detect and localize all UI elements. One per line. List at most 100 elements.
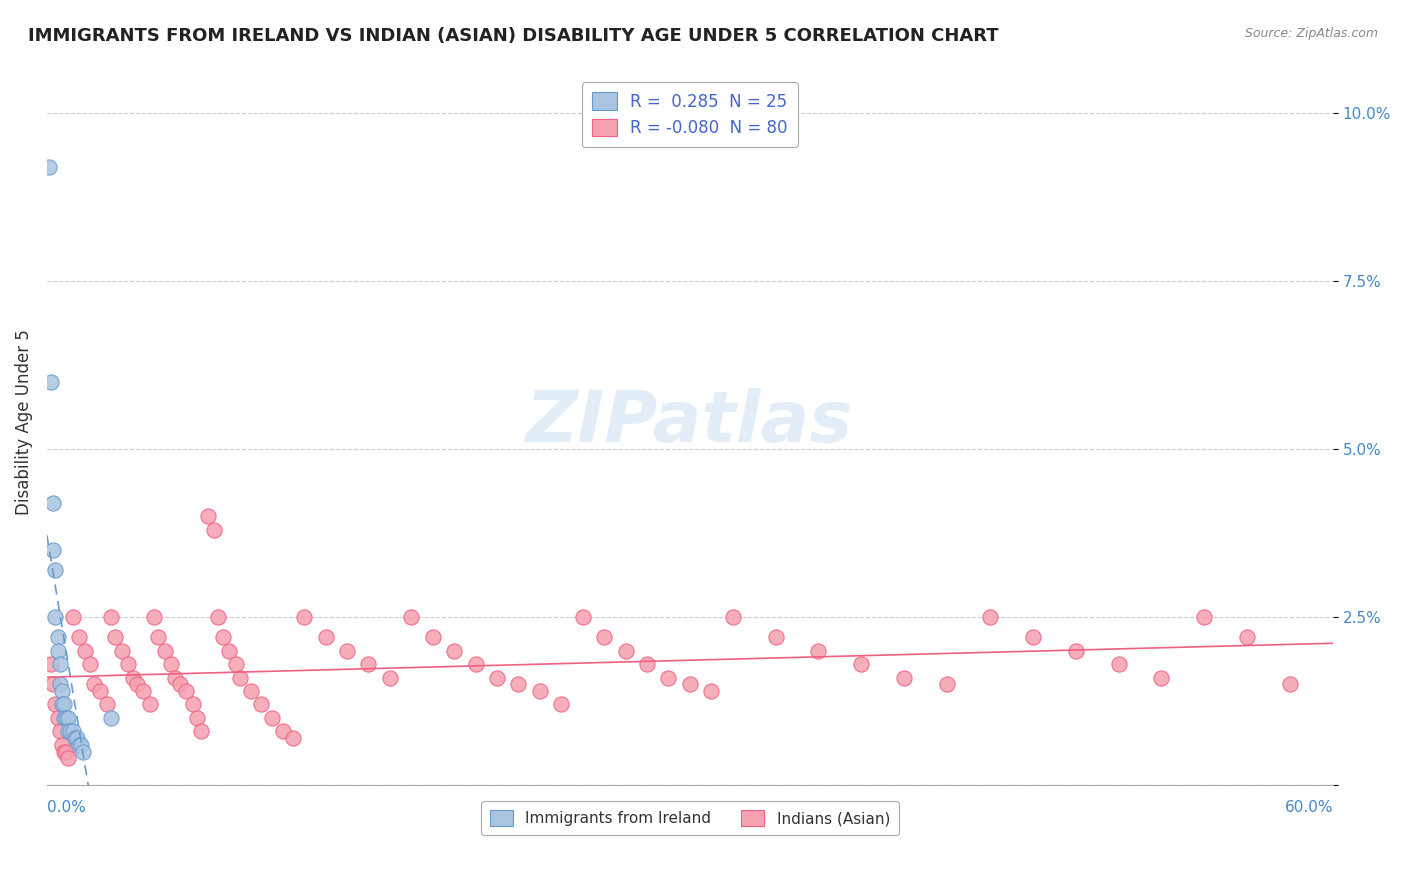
- Point: [657, 671, 679, 685]
- Point: [336, 644, 359, 658]
- Y-axis label: Disability Age Under 5: Disability Age Under 5: [15, 329, 32, 516]
- Point: [132, 684, 155, 698]
- Point: [636, 657, 658, 672]
- Point: [174, 684, 197, 698]
- Point: [807, 644, 830, 658]
- Text: ZIPatlas: ZIPatlas: [526, 388, 853, 457]
- Point: [422, 630, 444, 644]
- Point: [186, 711, 208, 725]
- Point: [66, 731, 89, 745]
- Point: [42, 543, 65, 558]
- Point: [190, 724, 212, 739]
- Point: [721, 610, 744, 624]
- Point: [143, 610, 166, 624]
- Point: [165, 671, 187, 685]
- Point: [58, 724, 80, 739]
- Point: [58, 751, 80, 765]
- Point: [75, 644, 97, 658]
- Point: [160, 657, 183, 672]
- Point: [39, 657, 62, 672]
- Point: [197, 509, 219, 524]
- Point: [104, 630, 127, 644]
- Point: [508, 677, 530, 691]
- Point: [700, 684, 723, 698]
- Point: [42, 496, 65, 510]
- Point: [48, 724, 70, 739]
- Point: [148, 630, 170, 644]
- Point: [51, 684, 73, 698]
- Legend: Immigrants from Ireland, Indians (Asian): Immigrants from Ireland, Indians (Asian): [481, 801, 900, 836]
- Point: [55, 744, 77, 758]
- Point: [401, 610, 423, 624]
- Point: [55, 711, 77, 725]
- Point: [89, 684, 111, 698]
- Point: [121, 671, 143, 685]
- Text: 0.0%: 0.0%: [46, 799, 86, 814]
- Point: [48, 657, 70, 672]
- Point: [679, 677, 702, 691]
- Point: [593, 630, 616, 644]
- Point: [292, 610, 315, 624]
- Point: [79, 657, 101, 672]
- Point: [62, 724, 84, 739]
- Point: [139, 698, 162, 712]
- Point: [125, 677, 148, 691]
- Point: [357, 657, 380, 672]
- Point: [202, 523, 225, 537]
- Point: [53, 744, 76, 758]
- Point: [42, 677, 65, 691]
- Point: [224, 657, 246, 672]
- Point: [250, 698, 273, 712]
- Point: [893, 671, 915, 685]
- Point: [378, 671, 401, 685]
- Point: [211, 630, 233, 644]
- Point: [271, 724, 294, 739]
- Point: [48, 677, 70, 691]
- Point: [315, 630, 337, 644]
- Point: [443, 644, 465, 658]
- Point: [1279, 677, 1302, 691]
- Point: [58, 711, 80, 725]
- Point: [207, 610, 229, 624]
- Point: [111, 644, 134, 658]
- Point: [96, 698, 118, 712]
- Text: Source: ZipAtlas.com: Source: ZipAtlas.com: [1244, 27, 1378, 40]
- Point: [59, 724, 82, 739]
- Point: [169, 677, 191, 691]
- Point: [614, 644, 637, 658]
- Point: [1022, 630, 1045, 644]
- Point: [46, 644, 69, 658]
- Point: [72, 744, 94, 758]
- Point: [1150, 671, 1173, 685]
- Point: [51, 698, 73, 712]
- Point: [529, 684, 551, 698]
- Point: [53, 711, 76, 725]
- Point: [979, 610, 1001, 624]
- Point: [83, 677, 105, 691]
- Point: [1194, 610, 1216, 624]
- Point: [1236, 630, 1258, 644]
- Point: [100, 610, 122, 624]
- Point: [936, 677, 959, 691]
- Point: [851, 657, 873, 672]
- Point: [218, 644, 240, 658]
- Point: [283, 731, 305, 745]
- Point: [70, 738, 93, 752]
- Point: [53, 698, 76, 712]
- Point: [44, 698, 66, 712]
- Point: [38, 160, 60, 174]
- Text: 60.0%: 60.0%: [1285, 799, 1333, 814]
- Point: [1064, 644, 1087, 658]
- Point: [44, 610, 66, 624]
- Text: IMMIGRANTS FROM IRELAND VS INDIAN (ASIAN) DISABILITY AGE UNDER 5 CORRELATION CHA: IMMIGRANTS FROM IRELAND VS INDIAN (ASIAN…: [28, 27, 998, 45]
- Point: [100, 711, 122, 725]
- Point: [239, 684, 262, 698]
- Point: [485, 671, 508, 685]
- Point: [260, 711, 283, 725]
- Point: [181, 698, 204, 712]
- Point: [51, 738, 73, 752]
- Point: [63, 731, 86, 745]
- Point: [765, 630, 787, 644]
- Point: [550, 698, 572, 712]
- Point: [46, 711, 69, 725]
